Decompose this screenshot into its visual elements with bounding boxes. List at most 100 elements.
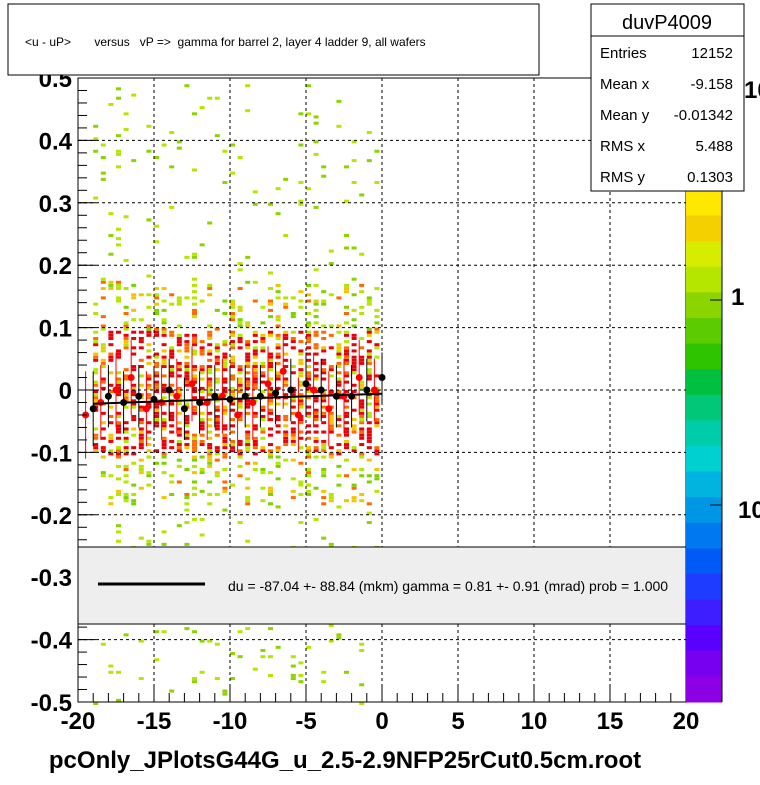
heatmap-cell [154, 461, 159, 465]
heatmap-cell [116, 96, 121, 100]
heatmap-cell [328, 262, 334, 266]
heatmap-cell [108, 433, 114, 437]
heatmap-cell [366, 361, 372, 365]
heatmap-cell [245, 340, 251, 344]
heatmap-cell [344, 433, 349, 437]
heatmap-cell [237, 365, 243, 369]
heatmap-cell [237, 439, 243, 443]
heatmap-cell [192, 283, 197, 287]
heatmap-cell [359, 648, 365, 652]
heatmap-cell [321, 446, 327, 450]
heatmap-cell [123, 405, 129, 409]
heatmap-cell [298, 143, 304, 147]
heatmap-cell [230, 358, 235, 362]
heatmap-cell [192, 252, 197, 256]
heatmap-cell [252, 452, 258, 456]
heatmap-cell [100, 474, 106, 478]
heatmap-cell [336, 464, 342, 468]
heatmap-cell [207, 96, 213, 100]
heatmap-cell [230, 346, 235, 350]
heatmap-cell [328, 542, 334, 546]
heatmap-cell [184, 368, 190, 372]
heatmap-cell [199, 411, 205, 415]
heatmap-cell [146, 421, 152, 425]
heatmap-cell [154, 658, 159, 662]
heatmap-cell [93, 449, 99, 453]
heatmap-cell [176, 146, 182, 150]
heatmap-cell [366, 302, 372, 306]
heatmap-cell [116, 352, 121, 356]
heatmap-cell [214, 361, 220, 365]
heatmap-cell [207, 352, 213, 356]
heatmap-cell [260, 655, 266, 659]
heatmap-cell [268, 368, 273, 372]
heatmap-cell [260, 430, 266, 434]
heatmap-cell [374, 149, 380, 153]
heatmap-cell [192, 340, 197, 344]
heatmap-cell [298, 349, 304, 353]
heatmap-cell [214, 346, 220, 350]
heatmap-cell [169, 393, 175, 397]
profile-red-point [188, 380, 196, 388]
heatmap-cell [199, 533, 205, 537]
heatmap-cell [169, 430, 175, 434]
heatmap-cell [298, 199, 304, 203]
heatmap-cell [245, 365, 251, 369]
heatmap-cell [336, 371, 342, 375]
heatmap-cell [146, 361, 152, 365]
heatmap-cell [290, 496, 296, 500]
heatmap-cell [176, 421, 182, 425]
heatmap-cell [268, 365, 273, 369]
heatmap-cell [230, 365, 235, 369]
heatmap-cell [207, 287, 213, 291]
heatmap-cell [192, 480, 197, 484]
heatmap-cell [328, 427, 334, 431]
heatmap-cell [252, 411, 258, 415]
heatmap-cell [366, 414, 372, 418]
heatmap-cell [184, 492, 190, 496]
fit-legend-text: du = -87.04 +- 88.84 (mkm) gamma = 0.81 … [228, 578, 668, 594]
heatmap-cell [374, 468, 380, 471]
heatmap-cell [268, 393, 273, 397]
heatmap-cell [245, 383, 251, 387]
heatmap-cell [237, 655, 243, 659]
heatmap-cell [268, 308, 273, 312]
heatmap-cell [154, 296, 159, 300]
heatmap-cell [306, 283, 311, 287]
heatmap-cell [298, 483, 304, 487]
heatmap-cell [344, 199, 349, 203]
heatmap-cell [100, 421, 106, 425]
heatmap-cell [283, 424, 289, 428]
heatmap-cell [252, 427, 258, 431]
heatmap-cell [336, 330, 342, 334]
heatmap-cell [199, 468, 205, 471]
heatmap-cell [176, 296, 182, 300]
heatmap-cell [344, 670, 349, 674]
heatmap-cell [108, 405, 114, 409]
heatmap-cell [116, 430, 121, 434]
heatmap-cell [131, 293, 137, 297]
heatmap-cell [116, 698, 121, 702]
heatmap-cell [138, 443, 144, 447]
heatmap-cell [131, 433, 137, 437]
heatmap-cell [336, 355, 342, 359]
heatmap-cell [146, 383, 152, 387]
heatmap-cell [100, 471, 106, 475]
heatmap-cell [131, 390, 137, 393]
heatmap-cell [192, 386, 197, 390]
heatmap-cell [192, 312, 197, 315]
heatmap-cell [131, 386, 137, 390]
heatmap-cell [207, 377, 213, 381]
heatmap-cell [306, 352, 311, 356]
heatmap-cell [351, 140, 357, 144]
heatmap-cell [199, 299, 205, 303]
heatmap-cell [290, 430, 296, 434]
heatmap-cell [374, 399, 380, 403]
heatmap-cell [275, 424, 281, 428]
heatmap-cell [313, 446, 319, 450]
heatmap-cell [184, 361, 190, 365]
heatmap-cell [237, 287, 243, 291]
heatmap-cell [131, 159, 137, 163]
heatmap-cell [123, 324, 129, 328]
heatmap-cell [222, 424, 228, 428]
